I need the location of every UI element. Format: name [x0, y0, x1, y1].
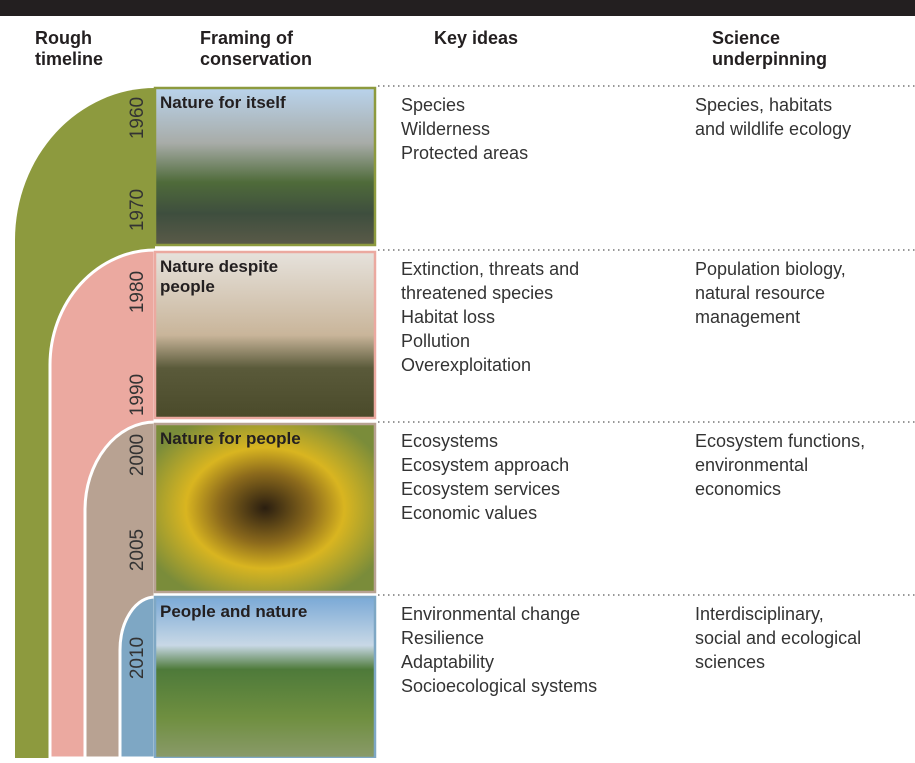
framing-label: Nature despite	[160, 257, 278, 276]
year: 2005	[127, 529, 148, 571]
key-idea: Ecosystem services	[401, 479, 560, 499]
top-bar	[0, 0, 915, 16]
science: management	[695, 307, 800, 327]
science: and wildlife ecology	[695, 119, 851, 139]
key-idea: threatened species	[401, 283, 553, 303]
science: Species, habitats	[695, 95, 832, 115]
photo	[155, 597, 375, 758]
year: 2000	[127, 434, 148, 476]
key-idea: Pollution	[401, 331, 470, 351]
key-idea: Resilience	[401, 628, 484, 648]
header: Framing of	[200, 28, 294, 48]
science: environmental	[695, 455, 808, 475]
year: 1960	[127, 97, 148, 139]
framing-label: Nature for itself	[160, 93, 286, 112]
key-idea: Habitat loss	[401, 307, 495, 327]
key-idea: Wilderness	[401, 119, 490, 139]
key-idea: Ecosystems	[401, 431, 498, 451]
key-idea: Adaptability	[401, 652, 494, 672]
framing-label: People and nature	[160, 602, 307, 621]
key-idea: Species	[401, 95, 465, 115]
framing-label: Nature for people	[160, 429, 301, 448]
year: 1990	[127, 374, 148, 416]
photo	[155, 424, 375, 592]
year: 1970	[127, 189, 148, 231]
header: conservation	[200, 49, 312, 69]
key-idea: Environmental change	[401, 604, 580, 624]
key-idea: Socioecological systems	[401, 676, 597, 696]
science: Ecosystem functions,	[695, 431, 865, 451]
year: 2010	[127, 637, 148, 679]
infographic: Roughtimeline Framing ofconservation Key i…	[0, 0, 915, 758]
science: economics	[695, 479, 781, 499]
header: Rough	[35, 28, 92, 48]
key-idea: Overexploitation	[401, 355, 531, 375]
science: social and ecological	[695, 628, 861, 648]
key-idea: Extinction, threats and	[401, 259, 579, 279]
header: Science	[712, 28, 780, 48]
science: Interdisciplinary,	[695, 604, 824, 624]
science: natural resource	[695, 283, 825, 303]
key-idea: Ecosystem approach	[401, 455, 569, 475]
science: sciences	[695, 652, 765, 672]
framing-label: people	[160, 277, 215, 296]
header: underpinning	[712, 49, 827, 69]
header: timeline	[35, 49, 103, 69]
key-idea: Economic values	[401, 503, 537, 523]
key-idea: Protected areas	[401, 143, 528, 163]
header: Key ideas	[434, 28, 518, 48]
science: Population biology,	[695, 259, 846, 279]
year: 1980	[127, 271, 148, 313]
